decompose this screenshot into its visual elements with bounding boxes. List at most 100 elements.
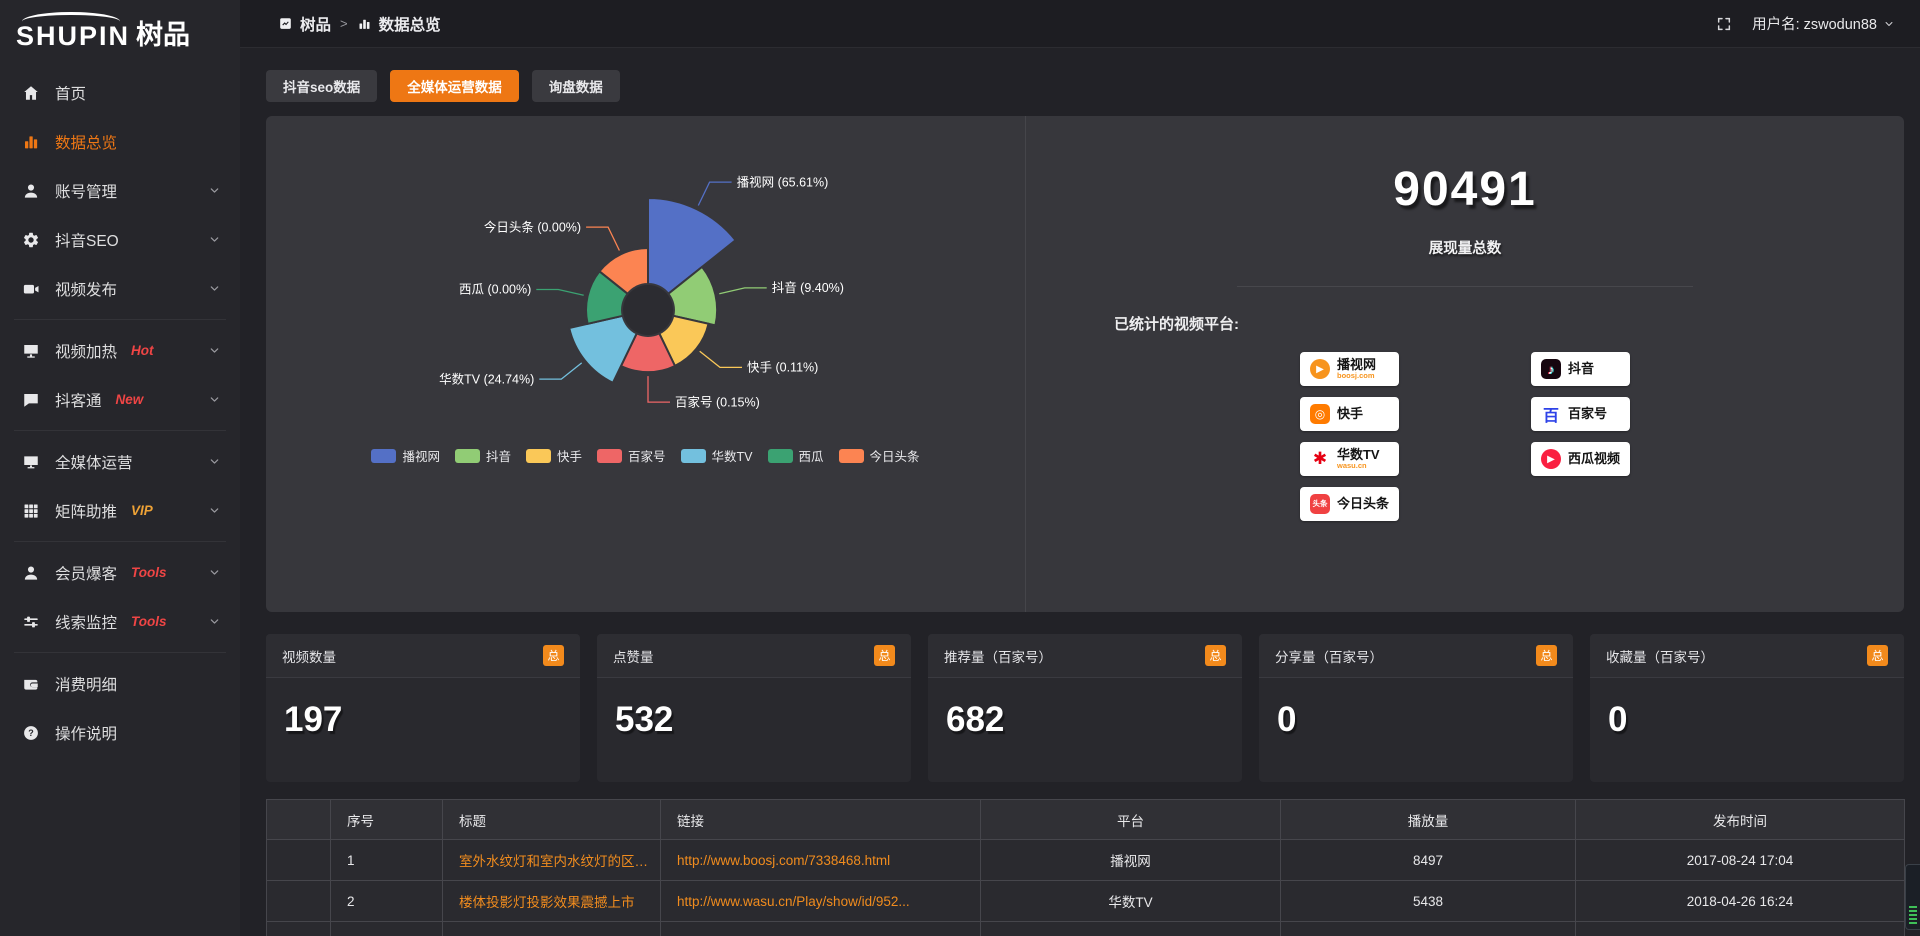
boosj-icon: ▶ bbox=[1309, 359, 1330, 379]
main-area: 树品 > 数据总览 用户名: zswodun88 抖音seo数据 全媒体运营数据 询盘数… bbox=[240, 0, 1920, 936]
wasu-icon: ✱ bbox=[1312, 449, 1328, 468]
cell-no: 2 bbox=[330, 880, 443, 922]
sidebar-item-bar-chart[interactable]: 数据总览 bbox=[0, 117, 240, 166]
chevron-down-icon bbox=[209, 616, 220, 627]
platform-sub: boosj.com bbox=[1336, 370, 1375, 380]
platform-badge-wasu: ✱ 华数TV wasu.cn bbox=[1299, 442, 1399, 476]
bar-chart-icon bbox=[22, 133, 40, 151]
legend-item[interactable]: 华数TV bbox=[680, 446, 753, 465]
sidebar-item-grid[interactable]: 矩阵助推 VIP bbox=[0, 486, 240, 535]
user-label: 用户名: zswodun88 bbox=[1752, 17, 1877, 33]
legend-swatch bbox=[454, 448, 480, 463]
table-row-partial bbox=[266, 921, 1905, 936]
sidebar-item-video[interactable]: 视频发布 bbox=[0, 264, 240, 313]
stat-card-title: 收藏量（百家号） bbox=[1606, 649, 1714, 665]
logo-brand: SHUPIN bbox=[16, 12, 131, 51]
slice-华数TV bbox=[568, 314, 639, 385]
logo-suffix: 树品 bbox=[136, 20, 191, 50]
platform-badge-boosj: ▶ 播视网 boosj.com bbox=[1299, 352, 1399, 386]
platform-share-rose-chart[interactable]: 播视网 (65.61%) 抖音 (9.40%) 快手 (0.11%) 百家号 (0.1… bbox=[266, 128, 1026, 448]
cell-link[interactable]: http://www.boosj.com/7338468.html bbox=[660, 839, 981, 881]
platform-badge-baijiahao: 百百家号 bbox=[1531, 397, 1631, 431]
crumb-chart-icon bbox=[357, 16, 372, 31]
cell-no: 1 bbox=[330, 839, 443, 881]
chat-icon bbox=[22, 391, 40, 409]
chevron-down-icon bbox=[209, 234, 220, 245]
chevron-down-icon bbox=[209, 394, 220, 405]
breadcrumb-label: 数据总览 bbox=[378, 16, 441, 34]
cell-plays: 8497 bbox=[1280, 839, 1576, 881]
sidebar-item-chat[interactable]: 抖客通 New bbox=[0, 375, 240, 424]
legend-item[interactable]: 快手 bbox=[525, 446, 582, 465]
legend-item[interactable]: 百家号 bbox=[597, 446, 666, 465]
sidebar-divider bbox=[14, 319, 226, 320]
sidebar-item-label: 会员爆客 bbox=[55, 565, 118, 583]
app-logo: SHUPIN 树品 bbox=[0, 0, 240, 58]
cell-time: 2018-04-26 16:24 bbox=[1575, 880, 1905, 922]
cell-title[interactable]: 室外水纹灯和室内水纹灯的区别和简介 bbox=[442, 839, 661, 881]
total-badge: 总 bbox=[874, 645, 895, 666]
screen-play-icon bbox=[22, 342, 40, 360]
sidebar-item-help[interactable]: ? 操作说明 bbox=[0, 708, 240, 757]
monitor-icon bbox=[22, 453, 40, 471]
topbar: 树品 > 数据总览 用户名: zswodun88 bbox=[240, 0, 1920, 48]
sidebar-item-tag: Tools bbox=[131, 614, 167, 629]
platform-name: 西瓜视频 bbox=[1568, 451, 1621, 467]
stat-card-title: 推荐量（百家号） bbox=[944, 649, 1052, 665]
chevron-down-icon bbox=[209, 185, 220, 196]
sidebar-item-label: 视频加热 bbox=[55, 343, 118, 361]
floating-widget[interactable] bbox=[1905, 864, 1920, 930]
sidebar-item-wallet[interactable]: 消费明细 bbox=[0, 659, 240, 708]
sidebar-item-tag: Tools bbox=[131, 565, 167, 580]
cell-title[interactable]: 楼体投影灯投影效果震撼上市 bbox=[442, 880, 661, 922]
sliders-icon bbox=[22, 613, 40, 631]
stat-card-2: 点赞量 总 532 bbox=[597, 634, 911, 782]
cell-link[interactable]: http://www.wasu.cn/Play/show/id/952... bbox=[660, 880, 981, 922]
tab-2[interactable]: 全媒体运营数据 bbox=[390, 70, 519, 102]
sidebar-item-sliders[interactable]: 线索监控 Tools bbox=[0, 597, 240, 646]
breadcrumb-item[interactable]: 数据总览 bbox=[357, 13, 441, 35]
stat-card-5: 收藏量（百家号） 总 0 bbox=[1590, 634, 1904, 782]
sidebar-item-monitor[interactable]: 全媒体运营 bbox=[0, 437, 240, 486]
tab-1[interactable]: 抖音seo数据 bbox=[266, 70, 378, 102]
sidebar-item-home[interactable]: 首页 bbox=[0, 68, 240, 117]
legend-item[interactable]: 今日头条 bbox=[838, 446, 920, 465]
sidebar-item-label: 视频发布 bbox=[55, 281, 118, 299]
sidebar-item-user[interactable]: 账号管理 bbox=[0, 166, 240, 215]
sidebar-item-gear[interactable]: 抖音SEO bbox=[0, 215, 240, 264]
platform-badge-douyin: ♪ 抖音 bbox=[1531, 352, 1631, 386]
user-menu[interactable]: 用户名: zswodun88 bbox=[1752, 13, 1894, 34]
platform-sub: wasu.cn bbox=[1336, 460, 1367, 470]
svg-text:西瓜 (0.00%): 西瓜 (0.00%) bbox=[459, 283, 531, 297]
total-badge: 总 bbox=[1536, 645, 1557, 666]
platforms-title: 已统计的视频平台: bbox=[1114, 316, 1239, 333]
overview-panel: 播视网 (65.61%) 抖音 (9.40%) 快手 (0.11%) 百家号 (0.1… bbox=[266, 116, 1904, 612]
column-header: 发布时间 bbox=[1575, 799, 1905, 840]
sidebar-item-label: 全媒体运营 bbox=[55, 454, 133, 472]
sidebar-item-user-solid[interactable]: 会员爆客 Tools bbox=[0, 548, 240, 597]
legend-item[interactable]: 抖音 bbox=[454, 446, 511, 465]
home-icon bbox=[22, 84, 40, 102]
xigua-icon: ▶ bbox=[1541, 449, 1561, 469]
legend-swatch bbox=[525, 448, 551, 463]
sidebar-item-label: 线索监控 bbox=[55, 614, 118, 632]
cell-time: 2017-08-24 17:04 bbox=[1575, 839, 1905, 881]
svg-text:播视网 (65.61%): 播视网 (65.61%) bbox=[737, 174, 829, 189]
sidebar-item-screen-play[interactable]: 视频加热 Hot bbox=[0, 326, 240, 375]
breadcrumb-item[interactable]: 树品 bbox=[278, 13, 331, 35]
sidebar-divider bbox=[14, 430, 226, 431]
column-header: 播放量 bbox=[1280, 799, 1576, 840]
tab-3[interactable]: 询盘数据 bbox=[531, 70, 620, 102]
table-row: 1室外水纹灯和室内水纹灯的区别和简介http://www.boosj.com/7… bbox=[266, 839, 1905, 881]
legend-item[interactable]: 西瓜 bbox=[767, 446, 824, 465]
widget-bars-icon bbox=[1909, 906, 1917, 924]
total-badge: 总 bbox=[1867, 645, 1888, 666]
fullscreen-icon[interactable] bbox=[1716, 16, 1732, 32]
user-icon bbox=[22, 182, 40, 200]
chart-legend: 播视网 抖音 快手 百家号 华数TV 西瓜 今日头条 bbox=[266, 446, 1025, 465]
column-header: 平台 bbox=[980, 799, 1281, 840]
column-header: 链接 bbox=[660, 799, 981, 840]
sidebar-item-label: 消费明细 bbox=[55, 676, 118, 694]
legend-item[interactable]: 播视网 bbox=[371, 446, 440, 465]
